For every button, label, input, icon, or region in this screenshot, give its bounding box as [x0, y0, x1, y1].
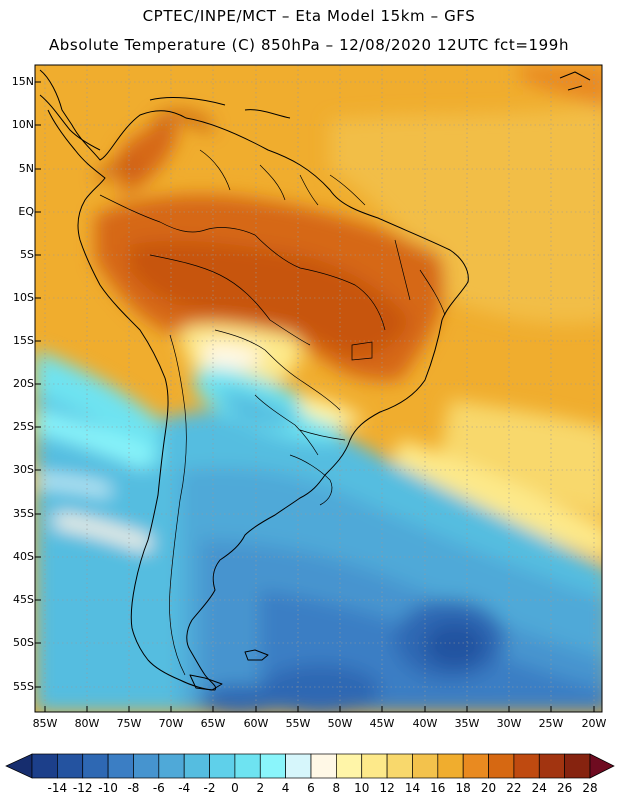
lon-label-30w: 30W: [496, 717, 522, 730]
colorbar-swatch: [336, 753, 363, 779]
lat-label-5n: 5N: [18, 162, 34, 175]
colorbar-label: -10: [98, 781, 118, 795]
lat-label-15s: 15S: [13, 334, 34, 347]
lon-label-85w: 85W: [32, 717, 58, 730]
colorbar-swatch: [234, 753, 261, 779]
colorbar-swatch: [437, 753, 464, 779]
colorbar-swatch: [386, 753, 413, 779]
colorbar-label: 6: [307, 781, 315, 795]
colorbar-label: 18: [455, 781, 471, 795]
colorbar-swatch: [57, 753, 84, 779]
axis-ticks: [35, 81, 595, 712]
colorbar-swatch: [564, 753, 591, 779]
lon-label-65w: 65W: [200, 717, 226, 730]
colorbar-label: 8: [332, 781, 341, 795]
colorbar-label: 4: [281, 781, 290, 795]
lat-label-50s: 50S: [13, 636, 34, 649]
colorbar-swatch: [133, 753, 160, 779]
colorbar-label: -4: [178, 781, 191, 795]
lat-label-eq: EQ: [18, 205, 34, 218]
colorbar-label: 0: [231, 781, 239, 795]
colorbar-label: 14: [404, 781, 421, 795]
lon-label-45w: 45W: [369, 717, 395, 730]
lat-label-30s: 30S: [13, 463, 34, 476]
lat-label-35s: 35S: [13, 507, 34, 520]
plot-frame: [34, 64, 603, 713]
colorbar-swatch: [361, 753, 388, 779]
colorbar-swatch: [82, 753, 109, 779]
chart-title-line-1: CPTEC/INPE/MCT – Eta Model 15km – GFS: [142, 7, 476, 25]
colorbar-over-arrow: [589, 753, 615, 779]
colorbar-label: -12: [72, 781, 93, 795]
colorbar-swatch: [209, 753, 236, 779]
lat-label-5s: 5S: [20, 248, 34, 261]
lat-label-10n: 10N: [11, 118, 34, 131]
colorbar-label: 26: [556, 781, 573, 795]
lon-label-35w: 35W: [454, 717, 480, 730]
map-grid: [35, 65, 602, 712]
lat-label-25s: 25S: [13, 420, 34, 433]
colorbar-swatch: [513, 753, 540, 779]
colorbar-swatch: [285, 753, 312, 779]
lon-label-55w: 55W: [285, 717, 311, 730]
colorbar-swatch: [31, 753, 58, 779]
colorbar-swatch: [259, 753, 286, 779]
colorbar-swatch: [158, 753, 185, 779]
chart-title-line-2: Absolute Temperature (C) 850hPa – 12/08/…: [48, 36, 570, 54]
country-borders: [99, 149, 446, 676]
colorbar-under-arrow: [5, 753, 33, 779]
colorbar-label: -14: [47, 781, 68, 795]
lat-label-20s: 20S: [13, 377, 34, 390]
colorbar-label: 20: [480, 781, 497, 795]
colorbar-label: 2: [256, 781, 265, 795]
lon-label-50w: 50W: [327, 717, 353, 730]
lon-label-40w: 40W: [412, 717, 438, 730]
colorbar-swatch: [412, 753, 439, 779]
colorbar-swatch: [183, 753, 210, 779]
lat-label-40s: 40S: [13, 550, 34, 563]
coastlines: [39, 69, 591, 691]
colorbar-label: 12: [379, 781, 395, 795]
lon-label-75w: 75W: [116, 717, 142, 730]
colorbar-label: -6: [152, 781, 165, 795]
lat-label-15n: 15N: [11, 75, 34, 88]
colorbar-label: 16: [430, 781, 446, 795]
colorbar-label: 22: [506, 781, 522, 795]
lat-label-55s: 55S: [13, 680, 34, 693]
lat-label-10s: 10S: [13, 291, 34, 304]
colorbar-swatch: [488, 753, 515, 779]
colorbar-swatch: [310, 753, 337, 779]
colorbar-label: -8: [127, 781, 140, 795]
colorbar-label: -2: [203, 781, 216, 795]
lon-label-60w: 60W: [243, 717, 269, 730]
lon-label-20w: 20W: [581, 717, 607, 730]
colorbar-swatch: [538, 753, 565, 779]
lat-label-45s: 45S: [13, 593, 34, 606]
colorbar-swatch: [107, 753, 134, 779]
lon-label-70w: 70W: [158, 717, 184, 730]
colorbar-swatch: [462, 753, 489, 779]
lon-label-80w: 80W: [74, 717, 100, 730]
colorbar: [5, 753, 615, 779]
colorbar-label: 28: [582, 781, 598, 795]
lon-label-25w: 25W: [538, 717, 564, 730]
colorbar-label: 24: [531, 781, 547, 795]
colorbar-label: 10: [354, 781, 370, 795]
temperature-field: [35, 65, 602, 712]
